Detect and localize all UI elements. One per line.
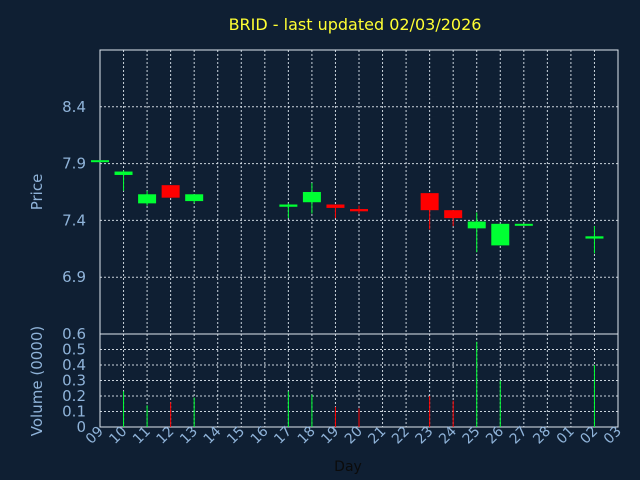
price-axis-label: Price — [28, 174, 46, 211]
volume-tick-label: 0.4 — [62, 356, 86, 374]
volume-tick-label: 0.1 — [62, 403, 86, 421]
volume-bar — [146, 405, 148, 427]
price-tick-label: 7.4 — [62, 211, 86, 229]
volume-bar — [334, 406, 336, 427]
candle-down — [444, 210, 463, 219]
candle-up — [91, 160, 109, 163]
candle-up — [302, 192, 321, 203]
price-tick-label: 6.9 — [62, 268, 86, 286]
volume-bar — [358, 408, 360, 427]
chart-title: BRID - last updated 02/03/2026 — [229, 15, 482, 34]
candle-up — [585, 236, 604, 239]
volume-tick-label: 0.5 — [62, 341, 86, 359]
volume-bar — [499, 380, 501, 427]
candle-up — [467, 221, 486, 229]
price-tick-label: 7.9 — [62, 155, 86, 173]
volume-tick-label: 0.3 — [62, 372, 86, 390]
volume-bars — [123, 341, 595, 427]
volume-bar — [452, 400, 454, 427]
candle-down — [350, 209, 368, 212]
volume-bar — [593, 365, 595, 427]
candle-up — [514, 223, 533, 226]
volume-bar — [476, 341, 478, 427]
candle-up — [491, 223, 510, 246]
volume-tick-label: 0.6 — [62, 325, 86, 343]
volume-bar — [287, 391, 289, 427]
x-axis-label: Day — [334, 459, 362, 475]
volume-bar — [193, 397, 195, 427]
candle-down — [326, 204, 345, 208]
volume-bar — [429, 396, 431, 427]
candle-up — [279, 204, 298, 207]
candle-up — [138, 194, 157, 204]
grid-layer — [100, 50, 618, 427]
candle-up — [114, 171, 133, 175]
candle-down — [161, 185, 180, 198]
volume-bar — [311, 394, 313, 427]
volume-bar — [170, 402, 172, 427]
candle-down — [420, 193, 439, 211]
volume-bar — [123, 391, 125, 427]
candle-up — [185, 194, 204, 202]
candles — [91, 160, 604, 254]
volume-tick-label: 0.2 — [62, 387, 86, 405]
volume-axis-label: Volume (0000) — [28, 326, 46, 436]
price-tick-label: 8.4 — [62, 98, 86, 116]
volume-tick-label: 0 — [76, 418, 86, 436]
tick-labels: 09 10 11 12 13 14 15 16 17 18 19 20 21 22 23 24 25 26 27 28… — [62, 98, 625, 448]
